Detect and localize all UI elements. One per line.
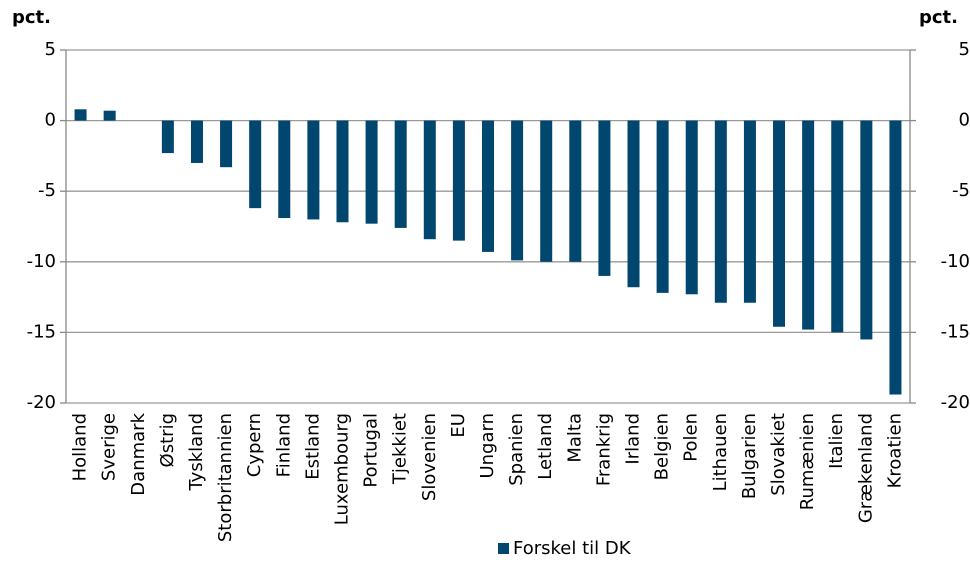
x-tick-label: Portugal — [361, 413, 382, 488]
x-tick-label: Italien — [826, 413, 847, 469]
bar — [249, 120, 262, 209]
x-tick-label: Polen — [681, 413, 702, 462]
x-tick-label: Bulgarien — [739, 413, 760, 499]
bar — [190, 120, 203, 163]
x-tick-label: Slovenien — [419, 413, 440, 501]
x-tick-label: Letland — [535, 413, 556, 480]
x-tick-label: Malta — [564, 413, 585, 463]
y2-tick-label: -20 — [941, 392, 970, 413]
bar — [656, 120, 669, 293]
bar — [452, 120, 465, 241]
y-tick-label: 5 — [45, 39, 56, 60]
bar — [307, 120, 320, 220]
bar — [74, 109, 87, 121]
legend-label: Forskel til DK — [513, 538, 632, 559]
y-tick-label: -5 — [38, 180, 56, 201]
x-tick-label: Slovakiet — [768, 413, 789, 496]
x-tick-label: Finland — [273, 413, 294, 477]
x-tick-label: Ungarn — [477, 413, 498, 479]
x-tick-label: Holland — [70, 413, 91, 481]
x-tick-label: Danmark — [128, 412, 149, 495]
bar — [598, 120, 611, 276]
x-tick-label: Cypern — [244, 413, 265, 477]
bar — [773, 120, 786, 327]
x-tick-label: Storbritannien — [215, 413, 236, 542]
bar — [394, 120, 407, 228]
x-tick-label: EU — [448, 413, 469, 438]
y-tick-label: -10 — [27, 251, 56, 272]
y2-tick-label: -15 — [941, 321, 970, 342]
x-tick-label: Østrig — [157, 413, 178, 467]
x-tick-label: Luxembourg — [331, 413, 352, 525]
y2-tick-label: 0 — [959, 110, 970, 131]
x-tick-label: Belgien — [652, 413, 673, 480]
legend-swatch — [498, 543, 509, 554]
x-tick-label: Spanien — [506, 413, 527, 486]
x-tick-label: Grækenland — [855, 413, 876, 523]
y-tick-label: -15 — [27, 321, 56, 342]
y2-tick-label: -10 — [941, 251, 970, 272]
bar — [860, 120, 873, 340]
x-tick-label: Estland — [302, 413, 323, 480]
x-tick-label: Sverige — [99, 413, 120, 481]
x-tick-label: Rumænien — [797, 413, 818, 510]
bar — [627, 120, 640, 288]
bar — [511, 120, 524, 261]
bar — [220, 120, 233, 168]
bar — [540, 120, 553, 262]
y2-tick-label: 5 — [959, 39, 970, 60]
bar — [278, 120, 291, 219]
bar — [802, 120, 815, 330]
bar — [423, 120, 436, 240]
y-tick-label: 0 — [45, 110, 56, 131]
bar — [161, 120, 174, 154]
x-tick-label: Tyskland — [186, 413, 207, 492]
bar — [831, 120, 844, 333]
y-axis-label: pct. — [12, 7, 51, 28]
bar — [336, 120, 349, 223]
y2-tick-label: -5 — [952, 180, 970, 201]
bar — [714, 120, 727, 303]
bar — [569, 120, 582, 262]
y-tick-label: -20 — [27, 392, 56, 413]
bar — [889, 120, 902, 395]
bar — [365, 120, 378, 224]
x-tick-label: Lithauen — [710, 413, 731, 491]
x-tick-label: Tjekkiet — [390, 413, 411, 485]
x-tick-label: Frankrig — [593, 413, 614, 486]
bar — [103, 110, 116, 121]
bar — [743, 120, 756, 303]
x-tick-label: Irland — [623, 413, 644, 465]
bar — [685, 120, 698, 295]
bar — [482, 120, 494, 252]
x-tick-label: Kroatien — [884, 413, 905, 488]
y2-axis-label: pct. — [919, 7, 958, 28]
